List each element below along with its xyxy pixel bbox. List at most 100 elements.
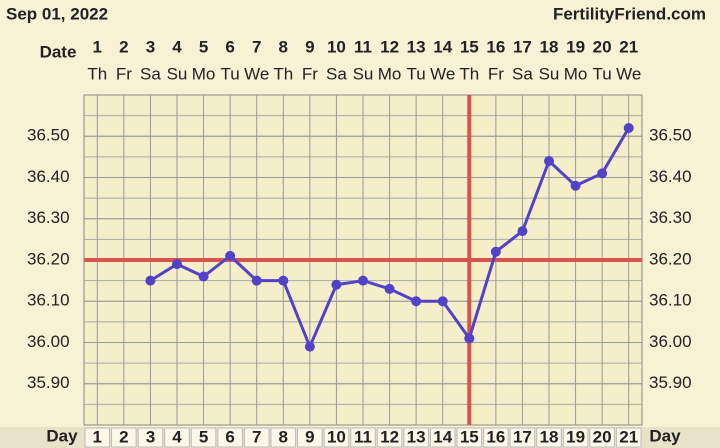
date-number: 10	[327, 37, 346, 56]
day-cell	[429, 427, 456, 448]
date-number: 2	[119, 37, 128, 56]
y-tick-label: 36.40	[649, 167, 692, 186]
y-tick-label: 36.10	[649, 291, 692, 310]
day-number: 5	[199, 427, 208, 446]
y-tick-label: 36.50	[649, 126, 692, 145]
weekday: We	[244, 64, 269, 83]
site-name: FertilityFriend.com	[553, 4, 706, 23]
date-number: 15	[460, 37, 479, 56]
date-label: Date	[40, 42, 77, 61]
day-number: 11	[354, 427, 372, 446]
day-cell	[562, 427, 589, 448]
date-number: 16	[486, 37, 505, 56]
temperature-point	[384, 283, 395, 294]
y-tick-label: 35.90	[27, 373, 70, 392]
y-tick-label: 36.20	[27, 249, 70, 268]
day-number: 21	[619, 427, 638, 446]
weekday: Fr	[116, 64, 132, 83]
day-cell	[190, 427, 217, 448]
temperature-point	[544, 156, 554, 166]
day-number: 6	[225, 427, 234, 446]
day-number: 10	[327, 427, 346, 446]
day-number: 4	[172, 427, 182, 446]
date-number: 11	[354, 37, 372, 56]
temperature-point	[490, 246, 501, 257]
day-number: 12	[380, 427, 399, 446]
chart-date: Sep 01, 2022	[6, 4, 108, 23]
temperature-point	[358, 275, 368, 286]
date-number: 3	[146, 37, 155, 56]
date-number: 7	[252, 37, 261, 56]
date-number: 21	[619, 37, 638, 56]
date-number: 17	[513, 37, 532, 56]
weekday: Mo	[564, 64, 588, 83]
date-number: 14	[433, 37, 452, 56]
date-number: 12	[380, 37, 399, 56]
day-cell	[164, 427, 190, 448]
temperature-point	[145, 275, 156, 286]
y-tick-label: 36.30	[649, 208, 692, 227]
day-number: 18	[540, 427, 559, 446]
day-number: 16	[486, 427, 505, 446]
weekday: We	[616, 64, 641, 83]
day-cell	[615, 427, 642, 448]
date-number: 6	[225, 37, 234, 56]
date-number: 13	[407, 37, 426, 56]
temperature-point	[570, 180, 581, 191]
day-cell	[589, 427, 615, 448]
day-label: Day	[46, 426, 78, 445]
day-number: 7	[252, 427, 261, 446]
day-number: 15	[460, 427, 479, 446]
day-cell	[323, 427, 350, 448]
day-number: 20	[593, 427, 612, 446]
weekday: We	[430, 64, 455, 83]
weekday: Fr	[488, 64, 504, 83]
day-cell	[111, 427, 137, 448]
day-cell	[217, 427, 243, 448]
temperature-point	[278, 275, 289, 286]
weekday: Th	[87, 64, 107, 83]
day-number: 17	[513, 427, 532, 446]
day-cell	[536, 427, 562, 448]
day-cell	[297, 427, 323, 448]
day-cell	[84, 427, 111, 448]
weekday: Mo	[378, 64, 402, 83]
date-number: 19	[566, 37, 585, 56]
weekday: Su	[353, 64, 374, 83]
weekday: Fr	[302, 64, 318, 83]
date-number: 1	[93, 37, 102, 56]
weekday: Sa	[512, 64, 533, 83]
day-number: 19	[566, 427, 585, 446]
y-tick-label: 36.50	[27, 126, 70, 145]
day-number: 2	[119, 427, 128, 446]
temperature-point	[517, 226, 528, 237]
day-number: 14	[433, 427, 452, 446]
day-cell	[403, 427, 429, 448]
weekday: Mo	[192, 64, 216, 83]
date-number: 20	[593, 37, 612, 56]
day-cell	[509, 427, 536, 448]
day-cell	[456, 427, 483, 448]
y-tick-label: 35.90	[649, 373, 692, 392]
weekday: Tu	[407, 64, 426, 83]
temperature-point	[411, 296, 422, 307]
y-tick-label: 36.00	[27, 332, 70, 351]
y-tick-label: 36.20	[649, 249, 692, 268]
y-tick-label: 36.30	[27, 208, 70, 227]
date-number: 8	[279, 37, 288, 56]
day-number: 8	[279, 427, 288, 446]
day-cell	[483, 427, 509, 448]
y-tick-label: 36.40	[27, 167, 70, 186]
date-number: 4	[172, 37, 182, 56]
day-number: 13	[407, 427, 426, 446]
day-number: 9	[305, 427, 314, 446]
weekday: Tu	[593, 64, 612, 83]
y-tick-label: 36.00	[649, 332, 692, 351]
date-number: 5	[199, 37, 208, 56]
weekday: Th	[459, 64, 479, 83]
weekday: Th	[273, 64, 293, 83]
day-cell	[376, 427, 403, 448]
day-number: 3	[146, 427, 155, 446]
y-tick-label: 36.10	[27, 291, 70, 310]
